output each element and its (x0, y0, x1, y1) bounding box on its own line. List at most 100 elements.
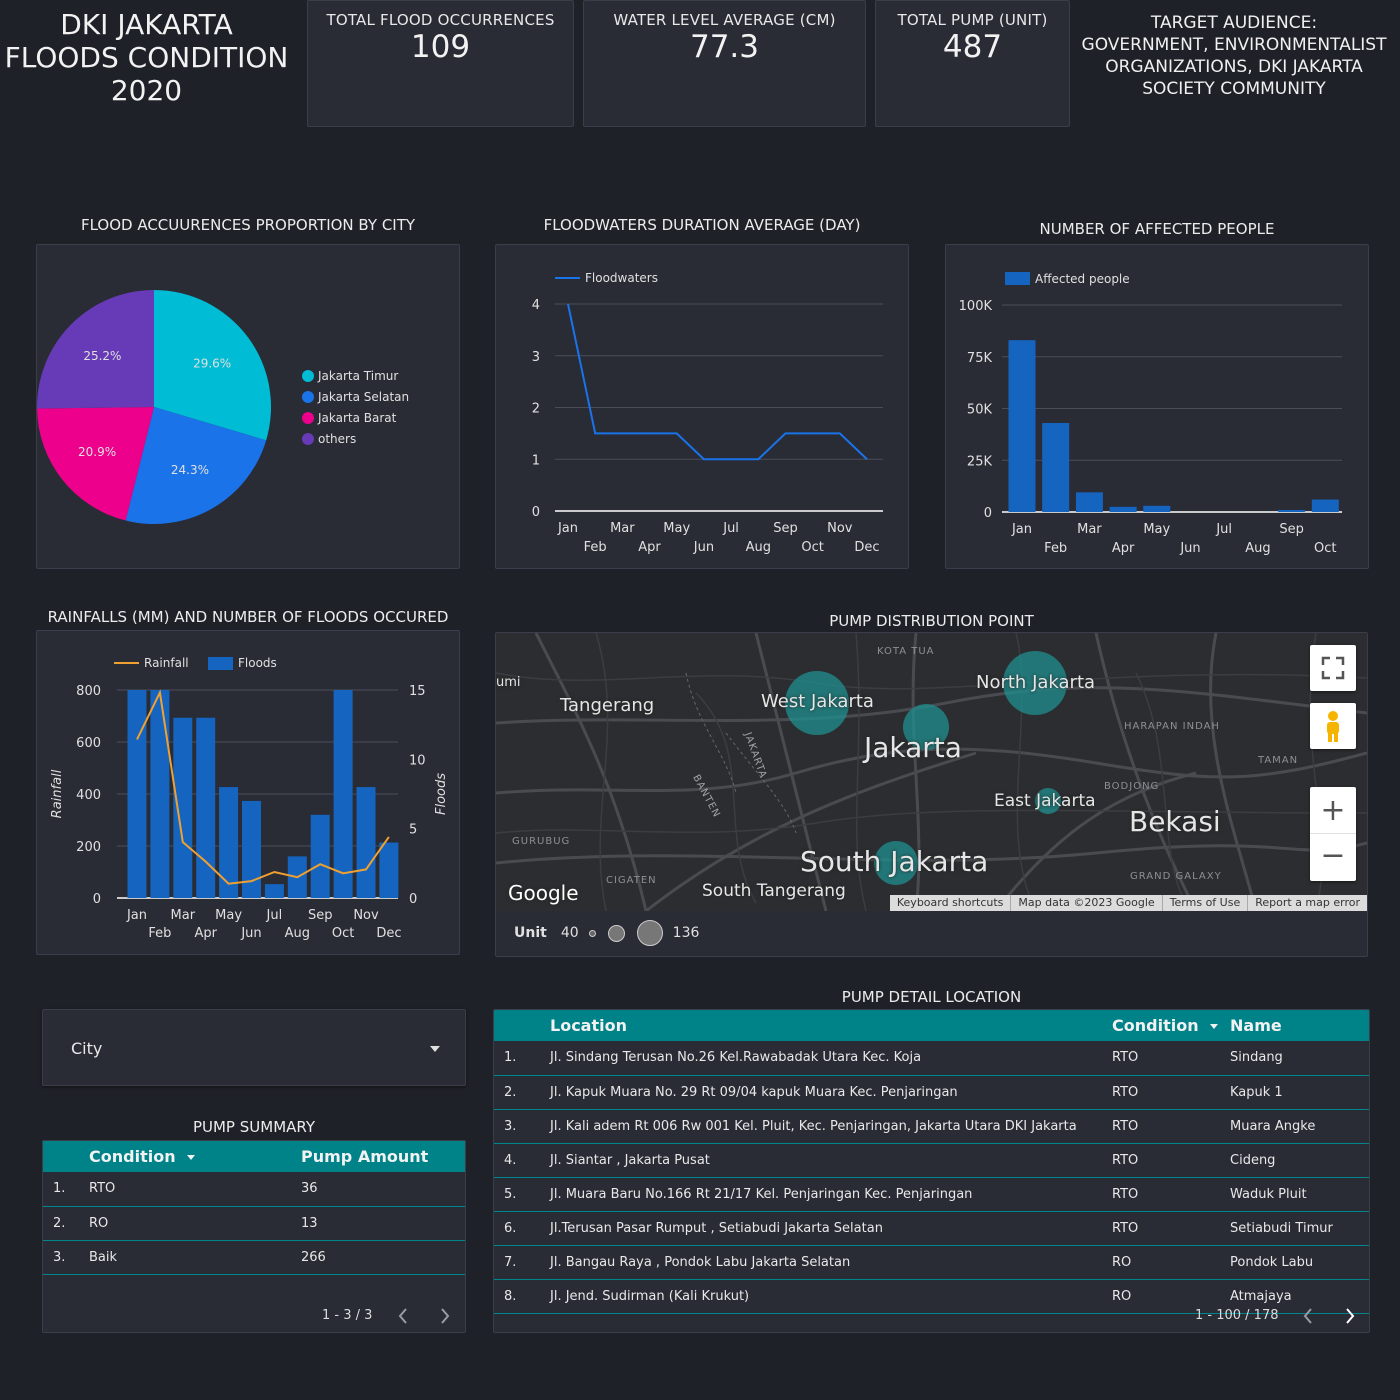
table-row[interactable]: 1. Jl. Sindang Terusan No.26 Kel.Rawabada… (494, 1041, 1369, 1076)
map-attribution: Keyboard shortcuts Map data ©2023 Google… (889, 895, 1367, 911)
y-tick-label: 2 (532, 402, 540, 417)
cell-condition: RTO (1112, 1177, 1230, 1212)
x-tick-label: Sep (308, 908, 333, 923)
y-tick-label: 800 (76, 684, 101, 699)
cell-name: Sindang (1230, 1041, 1369, 1076)
affected-chart-panel: 0 25K 50K 75K 100K Jan Feb Mar Apr May Jun Jul Aug Se… (945, 244, 1369, 569)
city-filter-label: City (71, 1039, 103, 1058)
next-page-icon[interactable] (1344, 1307, 1356, 1325)
map-label-bodjong: BODJONG (1104, 781, 1160, 792)
zoom-in-button[interactable]: + (1310, 787, 1356, 834)
map-label-cigaten: CIGATEN (606, 875, 657, 886)
map-label-taman: TAMAN (1258, 755, 1299, 766)
map-label-gurubug: GURUBUG (512, 836, 571, 847)
table-row[interactable]: 3. Jl. Kali adem Rt 006 Rw 001 Kel. Pluit… (494, 1109, 1369, 1144)
unit-legend-label: Unit (514, 925, 547, 941)
table-row[interactable]: 1. RTO 36 (43, 1172, 465, 1207)
title-line-2: FLOODS CONDITION (4, 41, 289, 74)
x-tick-label: Dec (376, 926, 401, 941)
table-row[interactable]: 4. Jl. Siantar , Jakarta Pusat RTO Cideng (494, 1143, 1369, 1178)
cell-condition: RTO (1112, 1075, 1230, 1110)
pump-summary-table-panel: Condition Pump Amount 1. RTO 36 2. RO 13… (42, 1140, 466, 1333)
report-map-error-link[interactable]: Report a map error (1255, 896, 1360, 909)
cell-condition: RO (89, 1206, 301, 1241)
keyboard-shortcuts-link[interactable]: Keyboard shortcuts (890, 895, 1012, 911)
row-number: 4. (494, 1143, 550, 1178)
map-label-east-jakarta: East Jakarta (994, 791, 1096, 811)
x-tick-label: Jun (1179, 541, 1200, 556)
kpi-label: TOTAL PUMP (UNIT) (897, 11, 1048, 29)
y-tick-label: 50K (967, 403, 993, 418)
x-tick-label: Feb (148, 926, 171, 941)
cell-condition: RTO (1112, 1211, 1230, 1246)
bar-affected-people (1075, 492, 1103, 512)
cell-location: Jl. Siantar , Jakarta Pusat (550, 1143, 1112, 1178)
cell-name: Muara Angke (1230, 1109, 1369, 1144)
kpi-value: 77.3 (689, 29, 760, 65)
table-row[interactable]: 8. Jl. Jend. Sudirman (Kali Krukut) RO Atma… (494, 1279, 1369, 1314)
map-label-jakarta: Jakarta (864, 731, 962, 764)
rainfall-chart-panel: 0 200 400 600 800 0 5 10 15 Jan Feb Mar Apr May Jun Jul… (36, 630, 460, 955)
row-number: 8. (494, 1279, 550, 1314)
prev-page-icon[interactable] (397, 1307, 409, 1325)
terms-of-use-link[interactable]: Terms of Use (1163, 895, 1249, 911)
unit-legend: Unit 40 136 (514, 919, 699, 947)
cell-name: Kapuk 1 (1230, 1075, 1369, 1110)
y-tick-label: 200 (76, 840, 101, 855)
kpi-label: TOTAL FLOOD OCCURRENCES (326, 11, 555, 29)
y-tick-label: 0 (532, 505, 540, 520)
next-page-icon[interactable] (439, 1307, 451, 1325)
col-header-location[interactable]: Location (550, 1016, 627, 1035)
x-tick-label: Feb (1044, 541, 1067, 556)
unit-legend-max: 136 (672, 925, 700, 941)
street-view-button[interactable] (1310, 703, 1356, 749)
bar-floods (196, 717, 216, 898)
table-row[interactable]: 6. Jl.Terusan Pasar Rumput , Setiabudi Ja… (494, 1211, 1369, 1246)
pie-slice (125, 407, 267, 524)
col-header-condition[interactable]: Condition (89, 1141, 301, 1172)
x-tick-label: Mar (1077, 522, 1102, 537)
sort-desc-icon (187, 1155, 196, 1160)
pump-detail-table: Location Condition Name 1. Jl. Sindang Te… (494, 1010, 1369, 1314)
cell-name: Setiabudi Timur (1230, 1211, 1369, 1246)
table-row[interactable]: 5. Jl. Muara Baru No.166 Rt 21/17 Kel. Pe… (494, 1177, 1369, 1212)
fullscreen-button[interactable] (1310, 645, 1356, 691)
pie-chart: 29.6% 24.3% 20.9% 25.2% Jakarta Timur Jakarta… (37, 290, 409, 524)
table-row[interactable]: 2. Jl. Kapuk Muara No. 29 Rt 09/04 kapuk … (494, 1075, 1369, 1110)
zoom-out-button[interactable]: − (1320, 838, 1346, 873)
legend-label: Rainfall (144, 656, 189, 670)
table-row[interactable]: 2. RO 13 (43, 1206, 465, 1241)
prev-page-icon[interactable] (1302, 1307, 1314, 1325)
table-header-row: Condition Pump Amount (43, 1141, 465, 1172)
target-line-3: ORGANIZATIONS, DKI JAKARTA (1105, 57, 1363, 77)
kpi-card-water-level: WATER LEVEL AVERAGE (CM) 77.3 (583, 0, 866, 127)
unit-legend-small-circle (588, 929, 596, 937)
pie-slice (37, 407, 154, 521)
table-row[interactable]: 7. Jl. Bangau Raya , Pondok Labu Jakarta … (494, 1245, 1369, 1280)
x-tick-label: Apr (1112, 541, 1135, 556)
legend-swatch (208, 657, 233, 670)
kpi-value: 487 (942, 29, 1003, 65)
x-tick-label: Dec (854, 540, 879, 555)
pump-summary-table: Condition Pump Amount 1. RTO 36 2. RO 13… (43, 1141, 465, 1275)
bar-floods (127, 690, 147, 898)
table-row[interactable]: 3. Baik 266 (43, 1240, 465, 1275)
title-line-1: DKI JAKARTA (60, 8, 233, 41)
pump-bubbles (785, 651, 1067, 885)
col-header-name[interactable]: Name (1230, 1016, 1282, 1035)
map-canvas[interactable]: Tangerang West Jakarta Jakarta North Jak… (496, 633, 1367, 911)
map-label-bekasi: Bekasi (1129, 805, 1221, 838)
kpi-label: WATER LEVEL AVERAGE (CM) (613, 11, 836, 29)
x-tick-label: Aug (746, 540, 771, 555)
x-tick-label: Jun (693, 540, 714, 555)
cell-condition: RO (1112, 1245, 1230, 1280)
bar-affected-people (1143, 505, 1171, 512)
bar-affected-people (1278, 509, 1306, 512)
bar-floods (173, 717, 193, 898)
city-filter-dropdown[interactable]: City (42, 1009, 466, 1086)
x-tick-label: Jul (1215, 522, 1232, 537)
x-tick-label: Aug (1245, 541, 1270, 556)
col-header-condition[interactable]: Condition (1112, 1010, 1230, 1041)
col-header-pump-amount[interactable]: Pump Amount (301, 1147, 429, 1166)
x-tick-label: Oct (332, 926, 354, 941)
